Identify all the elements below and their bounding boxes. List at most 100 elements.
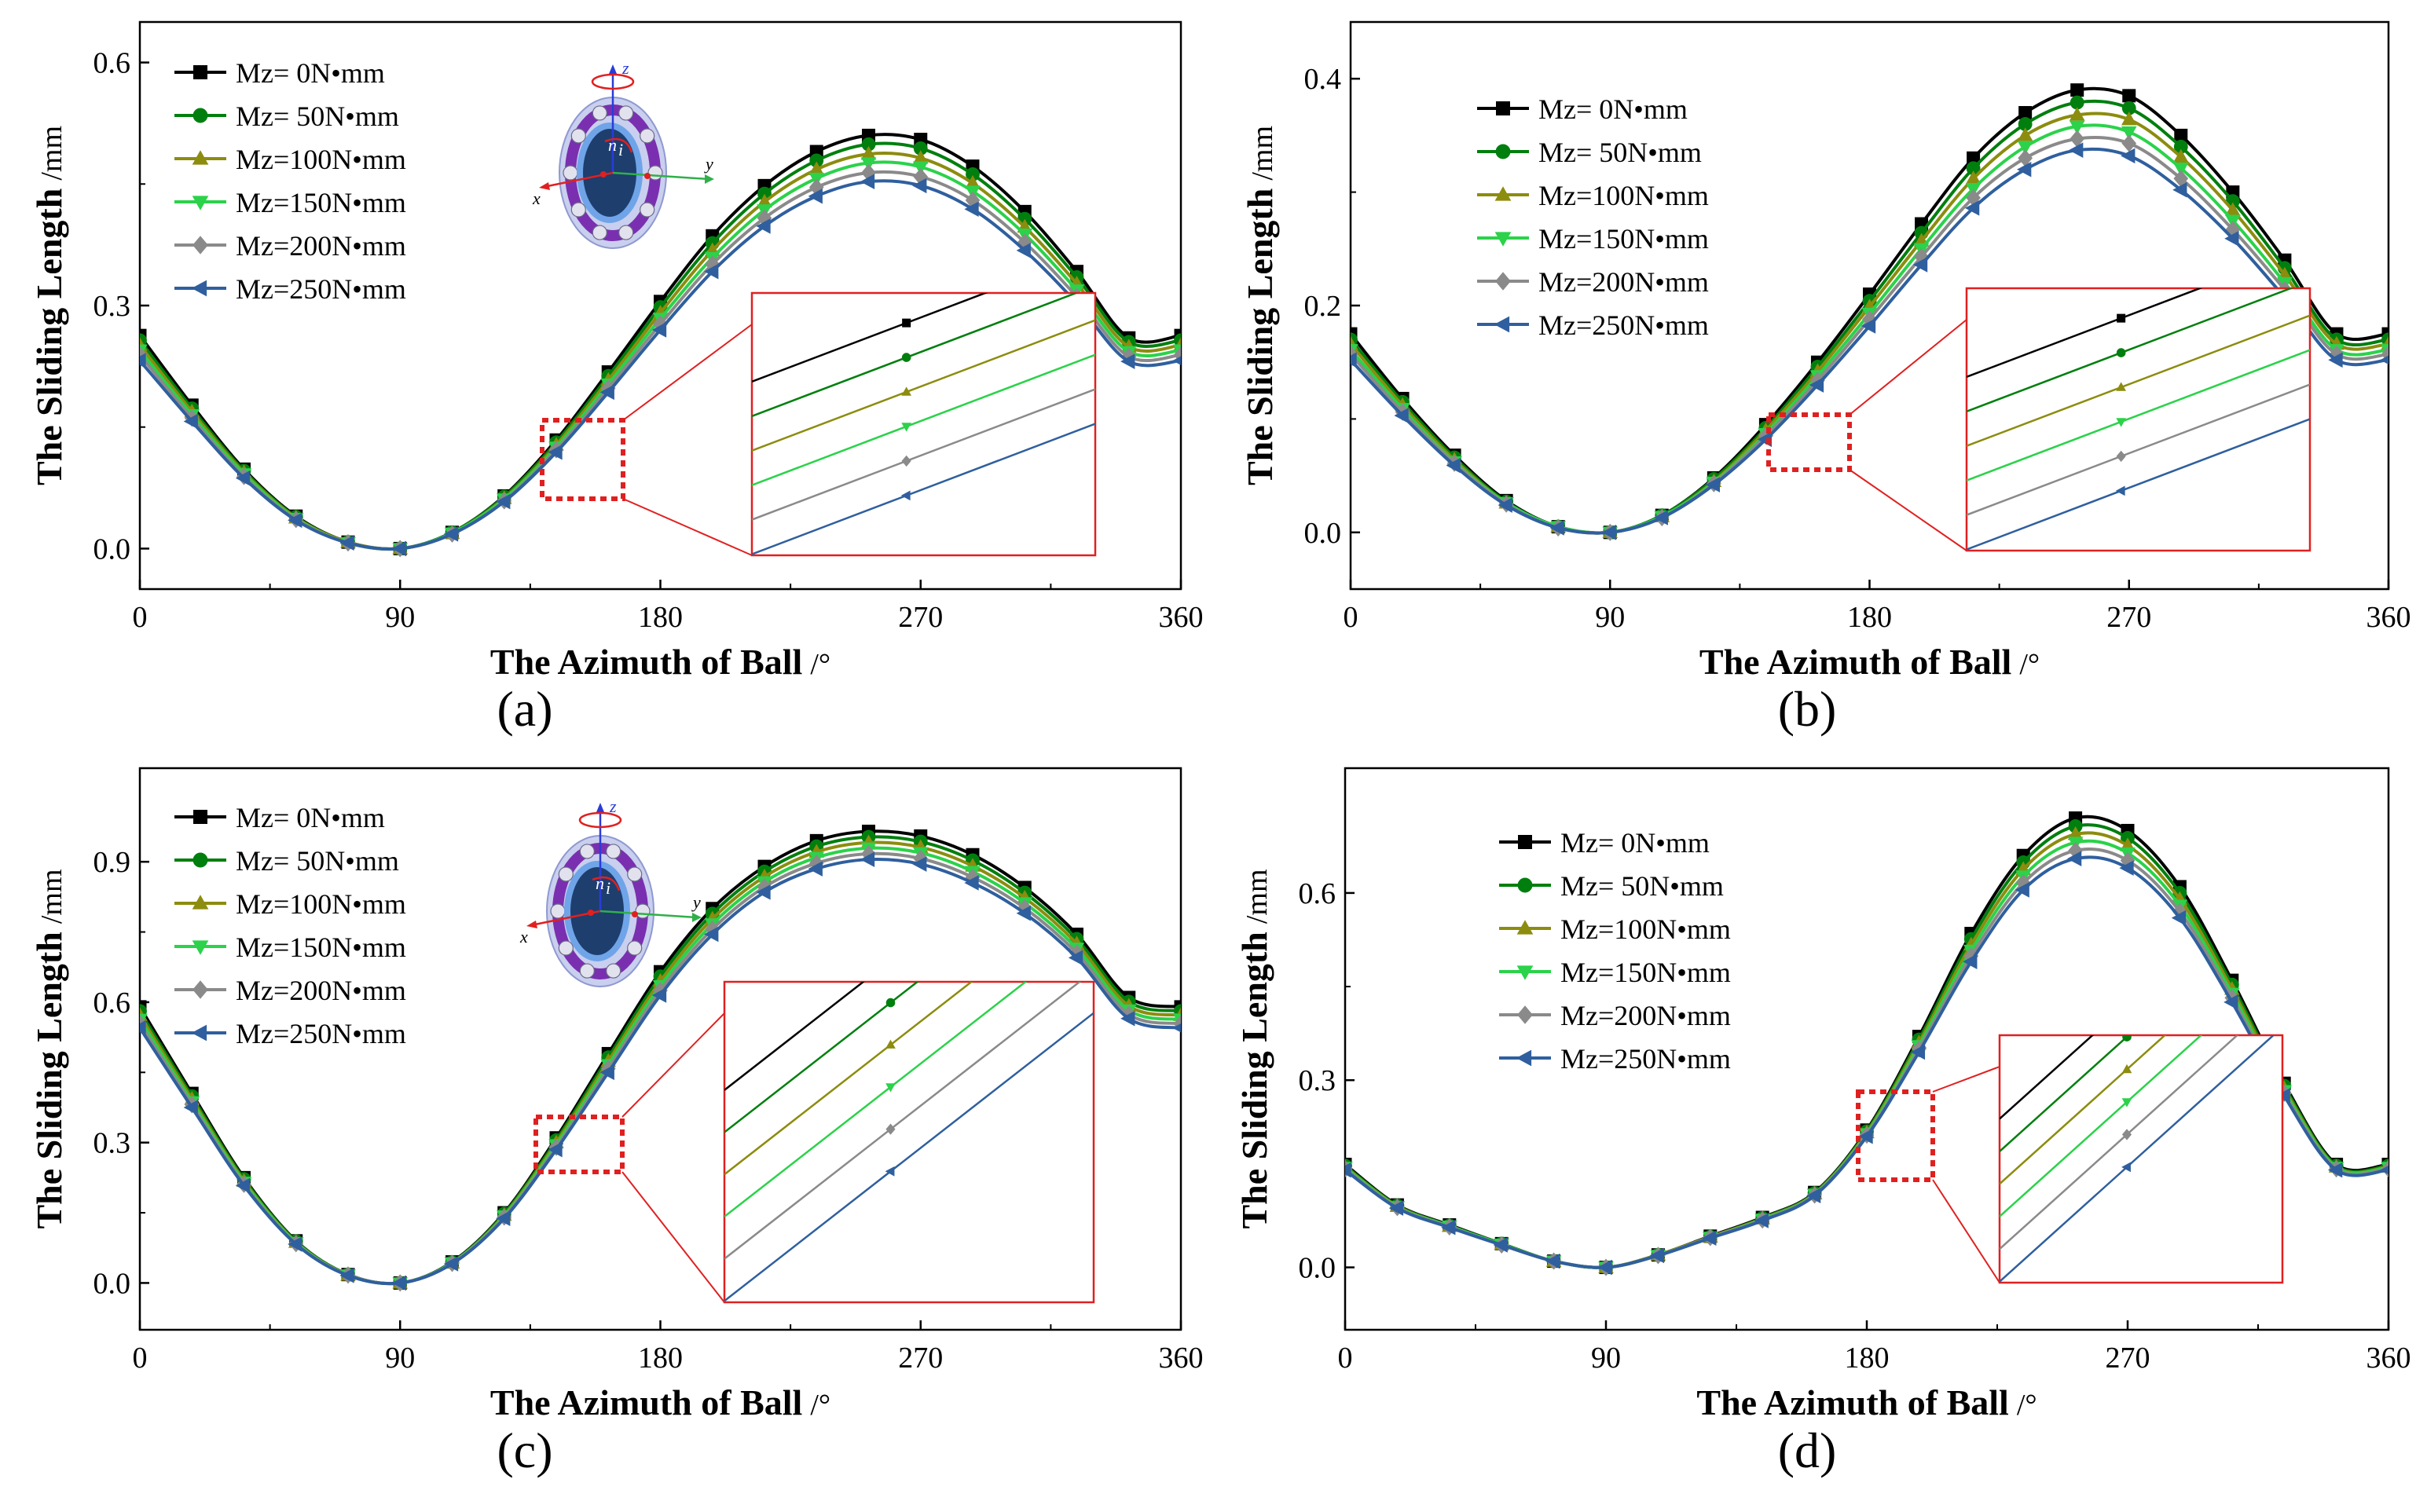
inset-series-line [724,1012,1094,1302]
legend-label: Mz=200N•mm [236,975,406,1006]
data-point [1068,950,1083,966]
data-point [2173,170,2189,188]
data-point [2173,163,2189,177]
zoom-region-box [533,1115,625,1174]
inset-data-point [885,1039,896,1049]
data-point [2066,851,2082,866]
data-point [1017,233,1032,251]
data-point [1649,1247,1665,1264]
x-arrowhead [526,921,537,928]
legend-marker [191,280,207,297]
legend-marker [1495,144,1511,159]
data-point [1016,905,1031,921]
zoom-connector [621,1012,725,1118]
legend-marker [1495,272,1511,291]
data-point [1172,356,1181,365]
inset-series-line [2000,1035,2095,1120]
y-tick-label: 0.3 [1299,1064,1336,1097]
data-point [1549,520,1564,536]
data-point [2017,127,2033,141]
legend-label: Mz=250N•mm [1560,1043,1731,1075]
legend: Mz= 0N•mm Mz= 50N•mm Mz=100N•mm Mz=150N•mm M… [1499,827,1731,1075]
inset-data-point [2121,1129,2132,1140]
bearing-ball [558,866,574,882]
x-tick-label: 0 [1344,601,1358,634]
series-group [140,824,1181,1292]
legend-label: Mz=250N•mm [1538,309,1709,341]
data-point [2173,148,2189,163]
inset-series-line [752,353,1095,486]
legend-marker [193,65,207,79]
zoom-inset-lines [752,293,1095,555]
data-point [912,178,927,194]
legend: Mz= 0N•mm Mz= 50N•mm Mz=100N•mm Mz=150N•mm M… [174,802,406,1049]
zoom-inset-lines [1967,288,2310,551]
x-tick-label: 180 [1847,601,1892,634]
data-point [2069,107,2085,121]
legend-label: Mz=200N•mm [236,230,406,262]
y-axis-title: The Sliding Length/mm [29,126,69,485]
x-tick-label: 270 [898,601,943,634]
inset-data-point [885,998,896,1008]
legend-label: Mz=150N•mm [1560,957,1731,988]
zoom-inset [750,291,1097,557]
data-point [1809,377,1824,393]
y-tick-label: 0.6 [1299,877,1336,910]
data-point [183,1100,198,1115]
data-point [339,1268,354,1283]
legend-label: Mz=100N•mm [236,888,406,920]
z-arrowhead [596,803,604,812]
series-line [1345,855,2389,1269]
y-tick-label: 0.0 [1299,1252,1336,1285]
data-point [548,1141,563,1158]
bearing-ball [618,105,634,121]
x-tick-label: 0 [133,601,148,634]
data-point [2380,1165,2389,1175]
data-point [2225,202,2241,216]
data-point [391,1275,406,1291]
data-point [808,161,825,175]
data-point [548,444,563,460]
data-point [651,987,667,1003]
legend-label: Mz= 0N•mm [1560,827,1710,859]
data-point [235,1177,251,1194]
data-point [288,512,302,529]
inset-series-line [724,982,919,1133]
data-point [1016,243,1031,258]
data-point [1493,1237,1508,1253]
data-point [966,167,980,181]
y-tick-label: 0.0 [1304,517,1342,550]
bearing-ball [618,225,634,240]
data-point [1120,1010,1135,1027]
data-point [183,413,198,430]
inset-series-line [724,982,1082,1260]
legend-label: Mz=200N•mm [1560,1000,1731,1031]
legend-marker [1518,835,1532,849]
data-point [140,1020,146,1036]
data-point [1964,200,1980,216]
panel-label: (c) [497,1422,552,1478]
data-point [1912,257,1928,273]
x-tick-label: 270 [898,1342,943,1375]
data-point [1861,318,1876,334]
x-axis-title: The Azimuth of Ball/° [490,1382,830,1422]
legend-label: Mz= 0N•mm [236,57,385,89]
inset-series-line [724,982,973,1176]
data-point [2327,1162,2343,1178]
y-tick-label: 0.9 [93,846,131,879]
data-point [1441,1219,1456,1236]
speed-arrow [604,137,633,153]
x-tick-label: 90 [1591,1342,1621,1375]
data-point [1967,151,1981,165]
inset-series-line [1967,288,2203,379]
data-point [1121,347,1137,366]
data-point [2380,355,2389,364]
x-tick-label: 180 [638,601,683,634]
legend-marker [1496,101,1510,115]
legend-marker [192,196,209,211]
panel-label: (b) [1778,681,1837,737]
data-point [2121,101,2136,115]
data-point [1754,1213,1769,1228]
data-point [1963,954,1978,970]
legend-label: Mz=150N•mm [236,187,406,218]
